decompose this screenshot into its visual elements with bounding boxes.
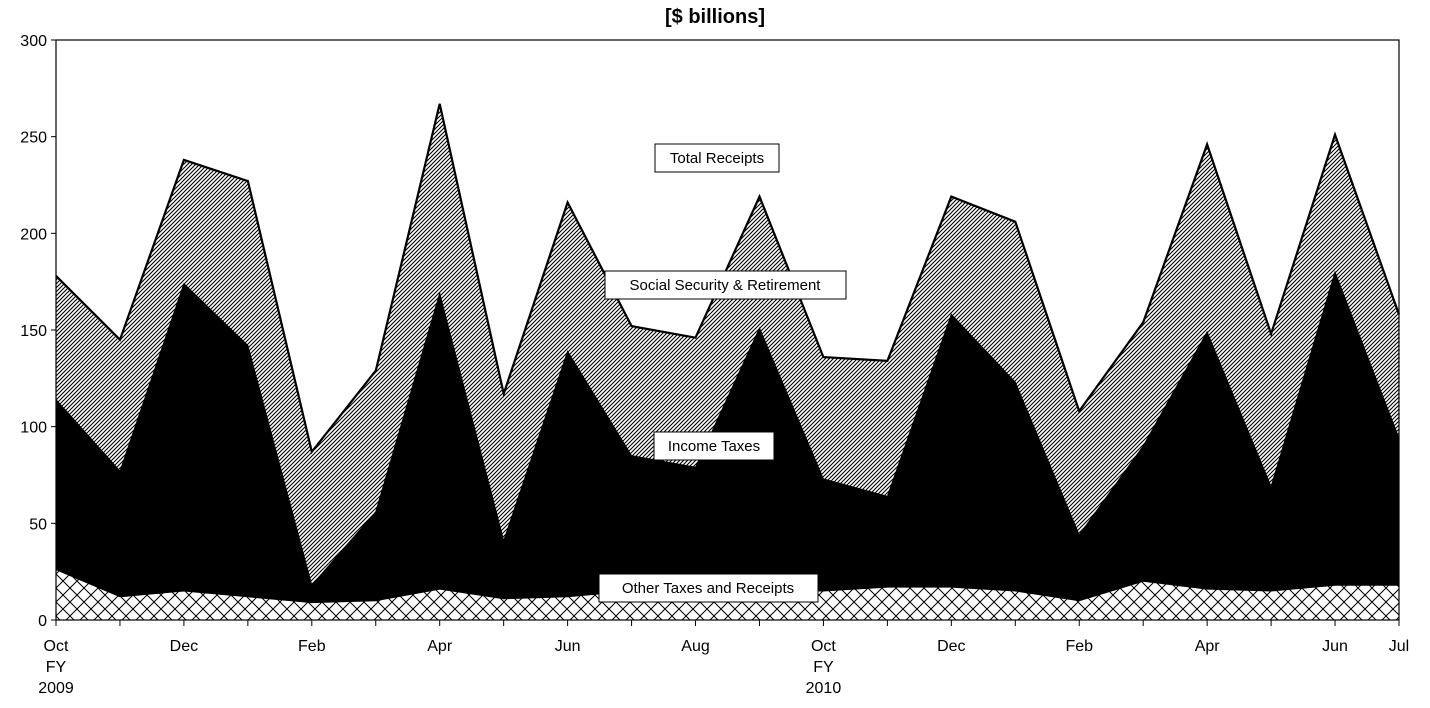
x-tick-label: Oct (811, 638, 836, 655)
x-tick-label: 2009 (38, 680, 74, 697)
annotation-box (653, 431, 775, 461)
annotation-other-taxes: Other Taxes and Receipts (598, 573, 819, 603)
x-tick-label: Oct (44, 638, 69, 655)
x-tick-label: FY (813, 659, 834, 676)
y-tick-label: 0 (38, 613, 47, 630)
y-tick-label: 250 (20, 130, 47, 147)
annotation-income-taxes: Income Taxes (653, 431, 775, 461)
x-tick-label: 2010 (806, 680, 842, 697)
x-tick-label: Jun (555, 638, 581, 655)
y-tick-label: 300 (20, 33, 47, 50)
y-tick-label: 200 (20, 226, 47, 243)
x-tick-label: Aug (681, 638, 709, 655)
x-tick-label: Jul (1389, 638, 1409, 655)
series-boundary-line (55, 270, 1400, 587)
annotation-box (598, 573, 819, 603)
x-tick-label: Apr (1195, 638, 1221, 655)
annotation-other-taxes-text: Other Taxes and Receipts (622, 580, 794, 597)
annotation-total-receipts: Total Receipts (654, 143, 780, 173)
x-tick-label: Dec (170, 638, 198, 655)
annotation-box (604, 270, 847, 300)
area-layers (56, 103, 1399, 620)
annotation-box (654, 143, 780, 173)
y-tick-label: 150 (20, 323, 47, 340)
y-tick-label: 100 (20, 420, 47, 437)
x-axis: Oct FY 2009 Dec Feb Apr Jun Aug Oct FY 2010 Dec Feb A… (38, 620, 1409, 697)
area-social-security-retirement (56, 103, 1399, 586)
annotation-income-taxes-text: Income Taxes (668, 438, 760, 455)
x-tick-label: Apr (427, 638, 453, 655)
x-tick-label: Feb (298, 638, 326, 655)
total-receipts-line (55, 103, 1401, 455)
annotation-social-security: Social Security & Retirement (604, 270, 847, 300)
x-tick-label: Jun (1322, 638, 1348, 655)
x-tick-label: FY (46, 659, 67, 676)
annotation-social-security-text: Social Security & Retirement (630, 277, 822, 294)
x-tick-label: Dec (937, 638, 965, 655)
y-tick-label: 50 (29, 516, 47, 533)
x-tick-label: Feb (1065, 638, 1093, 655)
y-axis: 0 50 100 150 200 250 300 (20, 33, 56, 630)
annotation-total-receipts-text: Total Receipts (670, 150, 764, 167)
chart-title: [$ billions] (665, 6, 765, 28)
